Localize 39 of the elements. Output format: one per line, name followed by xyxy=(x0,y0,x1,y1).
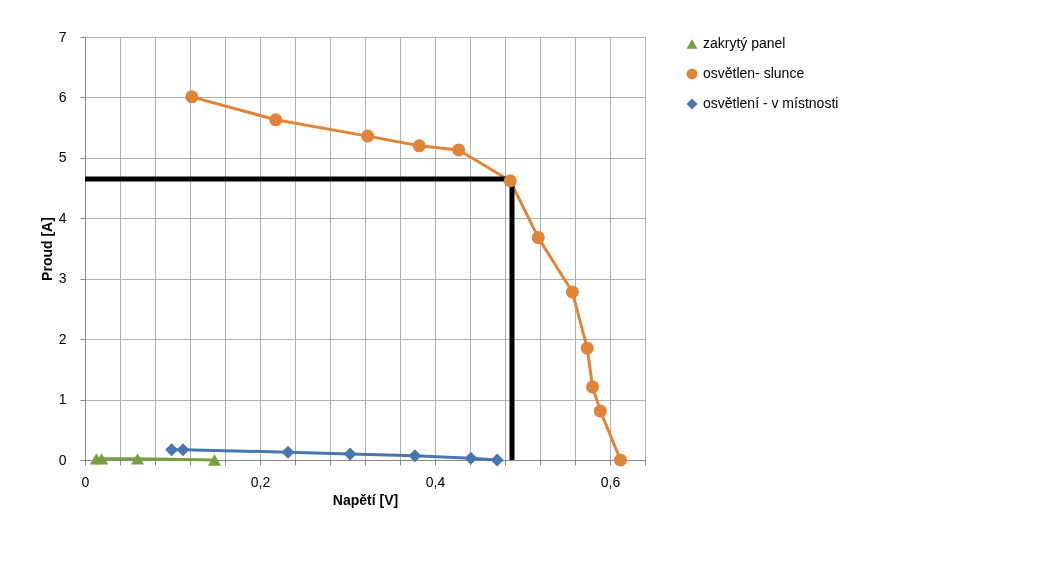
y-tick-label: 4 xyxy=(58,209,67,226)
point xyxy=(464,451,478,465)
y-axis-title: Proud [A] xyxy=(38,217,55,281)
legend-label: zakrytý panel xyxy=(703,35,786,51)
x-tick-label: 0 xyxy=(81,473,90,490)
point xyxy=(185,90,199,104)
point xyxy=(565,285,579,299)
point xyxy=(490,453,504,467)
point xyxy=(412,139,426,153)
point xyxy=(176,443,190,457)
legend-label: osvětlení - v místnosti xyxy=(703,95,839,111)
legend-label: osvětlen- slunce xyxy=(703,65,805,81)
point xyxy=(585,380,600,394)
point xyxy=(452,143,466,157)
y-tick-label: 5 xyxy=(58,149,67,166)
x-tick-label: 0,6 xyxy=(600,473,621,490)
point xyxy=(343,447,357,461)
point xyxy=(408,449,422,463)
point xyxy=(281,445,295,459)
y-tick-label: 2 xyxy=(58,330,67,347)
y-tick-label: 6 xyxy=(58,88,67,105)
point xyxy=(580,341,594,355)
point xyxy=(95,453,109,465)
point xyxy=(165,443,179,457)
y-tick-label: 1 xyxy=(58,391,67,408)
x-tick-label: 0,2 xyxy=(250,473,271,490)
point xyxy=(207,454,222,466)
x-axis-title: Napětí [V] xyxy=(332,491,399,508)
point xyxy=(613,453,628,467)
y-tick-label: 7 xyxy=(58,28,67,45)
point xyxy=(503,174,517,188)
point xyxy=(593,404,607,418)
point xyxy=(531,231,545,245)
y-tick-label: 0 xyxy=(58,451,67,468)
x-tick-label: 0,4 xyxy=(425,473,446,490)
point xyxy=(269,113,283,127)
y-tick-label: 3 xyxy=(58,270,67,287)
point xyxy=(361,129,375,143)
point xyxy=(130,453,145,465)
